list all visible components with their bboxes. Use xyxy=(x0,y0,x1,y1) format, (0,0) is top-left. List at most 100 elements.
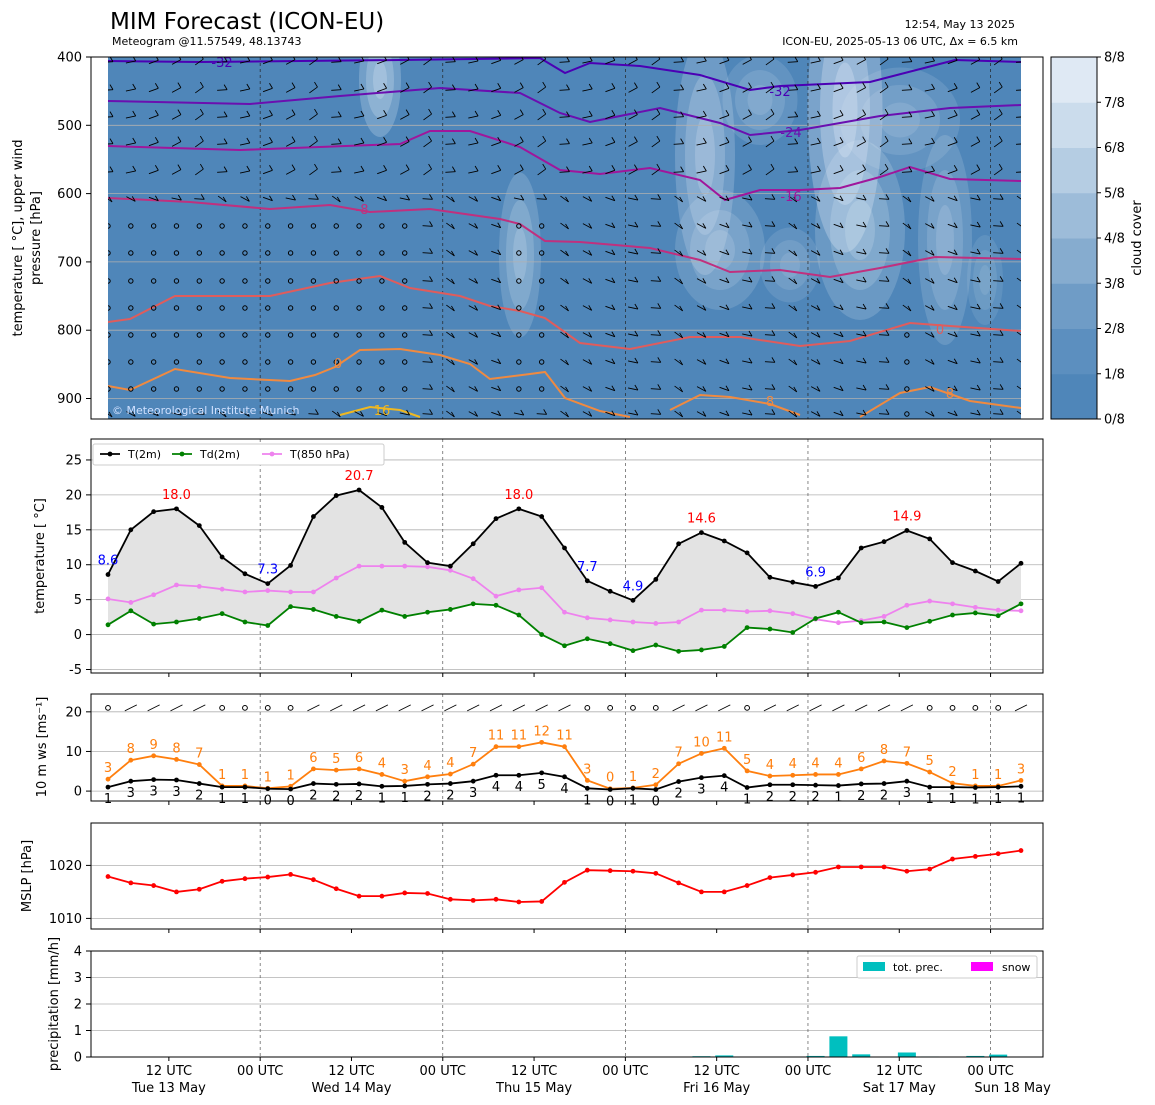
wind-barb xyxy=(810,332,821,338)
wind-barb-feather xyxy=(862,384,867,391)
wind-barb-feather xyxy=(839,137,844,143)
wind-barb-feather xyxy=(269,195,273,201)
gust-point xyxy=(744,768,750,774)
wind-barb xyxy=(674,195,683,203)
colorbar-tick-label: 4/8 xyxy=(1104,232,1125,247)
y-tick-label: 0 xyxy=(74,628,82,643)
wind-barb xyxy=(559,89,570,91)
mean-wind-point xyxy=(813,782,818,788)
t2m-point xyxy=(950,560,955,566)
calm-wind-marker xyxy=(150,386,157,392)
panel-frame xyxy=(90,950,1044,1058)
wind-barb xyxy=(217,116,228,118)
wind-barb xyxy=(331,116,342,118)
calm-wind-marker xyxy=(265,332,271,338)
wind-barb-feather xyxy=(429,248,433,254)
wind-barb-feather xyxy=(269,137,273,143)
wind-barb xyxy=(627,224,638,228)
t2m-point xyxy=(516,506,522,512)
wind-barb xyxy=(285,87,296,93)
cloud-patch xyxy=(840,67,960,173)
colorbar-band xyxy=(1051,328,1097,375)
wind-barb-feather xyxy=(793,196,798,203)
td2m-point xyxy=(196,616,202,621)
wind-barb xyxy=(560,277,569,285)
wind-barb-feather xyxy=(999,357,1004,363)
wind-barb-feather xyxy=(611,83,616,89)
min-temp-label: 7.7 xyxy=(577,560,598,575)
wind-barb-feather xyxy=(794,84,799,90)
wind-barb xyxy=(924,60,935,64)
wind-barb xyxy=(993,334,1004,336)
wind-barb-feather xyxy=(269,165,273,171)
wind-barb-feather xyxy=(108,411,113,418)
mean-wind-point xyxy=(904,778,910,784)
wind-barb xyxy=(108,171,114,173)
wind-barb xyxy=(423,113,432,121)
calm-wind-marker xyxy=(128,332,134,338)
gust-value-label: 2 xyxy=(652,767,660,782)
wind-barb xyxy=(947,59,958,65)
wind-barb-feather xyxy=(360,165,365,172)
wind-barb-feather xyxy=(291,164,296,170)
mean-wind-point xyxy=(1018,783,1024,789)
wind-barb-feather xyxy=(474,411,479,417)
wind-barb xyxy=(764,361,775,363)
wind-barb xyxy=(788,249,798,257)
colorbar-tick-label: 1/8 xyxy=(1104,367,1125,382)
calm-wind-marker xyxy=(356,332,362,338)
wind-barb xyxy=(674,249,683,257)
wind-barb-feather xyxy=(223,166,228,172)
wind-barb-feather xyxy=(839,304,844,310)
colorbar-tick-label: 2/8 xyxy=(1104,322,1125,337)
wind-barb xyxy=(491,59,501,65)
wind-barb-feather xyxy=(839,83,844,89)
wind-barb xyxy=(856,224,867,228)
date-tick-label: Sat 17 May xyxy=(863,1081,936,1096)
wind-barb xyxy=(719,141,730,147)
wind-barb-feather xyxy=(428,108,432,115)
t850-point xyxy=(950,601,955,607)
upper-air-ylabel-line1: temperature [ °C], upper wind xyxy=(11,140,26,337)
wind-barb-feather xyxy=(953,165,958,171)
wind-barb-feather xyxy=(611,165,616,171)
wind-barb xyxy=(651,140,661,148)
wind-barb-feather xyxy=(976,303,981,310)
calm-wind-marker xyxy=(516,386,522,392)
wind-barb-feather xyxy=(497,222,502,228)
wind-barb xyxy=(719,196,730,202)
gust-point xyxy=(174,756,179,762)
t850-point xyxy=(128,600,134,605)
mean-wind-value-label: 2 xyxy=(355,789,363,804)
mean-wind-value-label: 2 xyxy=(766,790,774,805)
wind-barb xyxy=(194,113,204,121)
copyright-note: © Meteorological Institute Munich xyxy=(112,404,299,417)
wind-barb xyxy=(810,88,821,92)
wind-barb-feather xyxy=(109,166,114,172)
wind-barb-feather xyxy=(611,358,616,364)
mslp-point xyxy=(447,896,453,902)
calm-wind-marker xyxy=(173,223,180,229)
td2m-point xyxy=(995,613,1001,619)
wind-barb xyxy=(879,198,890,200)
calm-wind-marker xyxy=(402,278,408,284)
surface-wind-barb xyxy=(763,704,777,712)
wind-barb-feather xyxy=(269,83,273,89)
wind-barb-feather xyxy=(680,111,684,117)
wind-barb xyxy=(925,332,935,338)
wind-barb-feather xyxy=(611,331,616,337)
wind-barb xyxy=(947,411,958,417)
wind-barb-feather xyxy=(634,384,639,391)
wind-barb xyxy=(833,386,844,392)
wind-barb xyxy=(559,116,570,118)
wind-barb-feather xyxy=(771,221,776,227)
temperature-ylabel: temperature [ °C] xyxy=(33,498,48,614)
mslp-point xyxy=(813,869,818,875)
wind-barb-feather xyxy=(154,83,159,89)
wind-barb-feather xyxy=(748,221,753,228)
mean-wind-point xyxy=(516,772,522,778)
wind-barb-feather xyxy=(315,194,319,200)
wind-barb-feather xyxy=(497,358,502,364)
t2m-point xyxy=(242,571,248,577)
t850-point xyxy=(607,617,613,623)
